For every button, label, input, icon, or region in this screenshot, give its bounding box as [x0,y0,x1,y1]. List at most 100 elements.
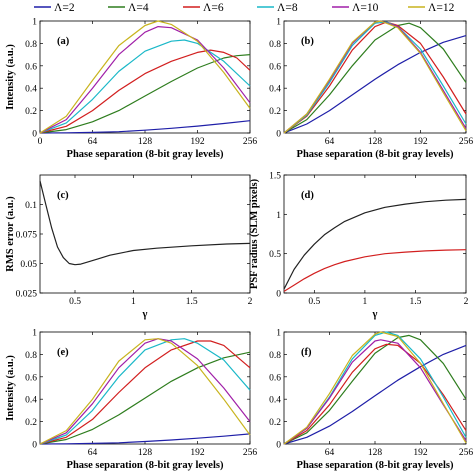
legend-label: Λ=8 [277,2,298,14]
legend-label: Λ=10 [352,2,379,14]
plot-frame [39,20,251,134]
series-line-12 [39,20,251,134]
y-tick-label: 1 [32,329,37,339]
x-tick-label: 64 [88,448,98,458]
y-tick-label: 0.6 [269,373,281,383]
x-tick-label: 64 [325,448,335,458]
x-tick-label: 0.5 [69,297,81,307]
series-line-4 [283,334,467,445]
chart-panel-b: 64 128 192 256 0 0.2 0.4 0.6 0.8 1 (b) Phase separa… [269,18,473,161]
x-tick-label: 2 [464,297,469,307]
panel-label: (d) [301,190,314,201]
series-line-8 [39,338,251,445]
series-line-8 [283,21,467,134]
x-tick-label: 128 [138,137,153,147]
x-tick-label: 1 [131,297,136,307]
legend-entry: Λ=4 [108,2,149,14]
y-tick-label: 0.4 [269,85,281,95]
x-axis-label: Phase separation (8-bit gray levels) [67,149,224,160]
x-tick-label: 192 [413,448,428,458]
x-axis-label: γ [142,309,148,320]
series-line-4 [283,22,467,134]
series-line-6 [39,49,251,134]
y-tick-label: 0.5 [269,250,281,260]
x-tick-label: 1.5 [186,297,198,307]
x-tick-label: 256 [459,448,474,458]
y-tick-label: 0 [276,130,281,140]
y-tick-label: 1 [276,18,281,28]
legend-entry: Λ=10 [332,2,379,14]
y-tick-label: 0.6 [269,62,281,72]
legend-label: Λ=12 [428,2,455,14]
x-tick-label: 128 [138,448,153,458]
y-axis-label: PSF radius (SLM pixels) [249,178,260,289]
y-tick-label: 0.075 [16,231,38,241]
x-tick-label: 0.5 [308,297,320,307]
plot-frame [39,174,251,294]
x-tick-label: 64 [88,137,98,147]
legend-label: Λ=6 [203,2,224,14]
series-line-2 [283,35,467,134]
y-tick-label: 0.1 [25,201,37,211]
y-tick-label: 0.4 [25,396,37,406]
x-tick-label: 256 [243,448,258,458]
y-tick-label: 0.2 [269,418,281,428]
x-tick-label: 256 [243,137,258,147]
series-line-0 [283,198,467,290]
legend: Λ=2 Λ=4 Λ=6 Λ=8 Λ=10 Λ=12 [34,2,455,14]
y-tick-label: 0.2 [25,107,37,117]
series-line-10 [39,338,251,445]
y-tick-label: 0.8 [269,40,281,50]
chart-panel-c: 0.5 1 1.5 2 0.025 0.05 0.075 0.1 (c) γ RMS error (… [5,174,253,320]
panel-label: (c) [57,190,69,201]
legend-entry: Λ=2 [34,2,75,14]
y-tick-label: 0 [32,130,37,140]
x-tick-label: 128 [368,448,383,458]
series-line-6 [39,340,251,445]
panel-label: (f) [301,347,312,358]
panel-label: (b) [301,36,314,47]
legend-entry: Λ=8 [257,2,298,14]
y-axis-label: Intensity (a.u.) [5,355,16,421]
chart-panel-d: 0.5 1 1.5 2 0 0.5 1 1.5 (d) γ PSF radius (SLM pixe… [249,172,469,321]
x-axis-label: Phase separation (8-bit gray levels) [297,149,454,160]
legend-label: Λ=4 [128,2,149,14]
y-tick-label: 0.6 [25,373,37,383]
y-tick-label: 1 [276,329,281,339]
chart-panel-a: 0 64 128 192 256 0 0.2 0.4 0.6 0.8 1 (a) Phase separ… [5,18,257,161]
panel-label: (e) [57,347,69,358]
y-tick-label: 0 [32,441,37,451]
y-tick-label: 0.4 [25,85,37,95]
x-tick-label: 1.5 [410,297,422,307]
x-tick-label: 256 [459,137,474,147]
y-tick-label: 0.2 [25,418,37,428]
y-tick-label: 0 [276,290,281,300]
series-line-1 [283,249,467,292]
y-axis-label: RMS error (a.u.) [5,196,16,272]
series-line-10 [283,339,467,445]
y-tick-label: 0.6 [25,62,37,72]
x-axis-label: Phase separation (8-bit gray levels) [67,460,224,471]
y-tick-label: 0.8 [25,40,37,50]
y-tick-label: 0.8 [25,351,37,361]
series-line-8 [39,39,251,134]
legend-entry: Λ=6 [183,2,224,14]
chart-panel-f: 64 128 192 256 0 0.2 0.4 0.6 0.8 1 (f) Phase separa… [269,329,473,472]
series-line-12 [39,338,251,445]
y-tick-label: 0 [276,441,281,451]
chart-panel-e: 64 128 192 256 0 0.2 0.4 0.6 0.8 1 (e) Phase separa… [5,329,257,472]
y-tick-label: 1.5 [269,172,281,182]
series-line-12 [283,20,467,134]
panel-label: (a) [57,36,70,47]
series-line-6 [283,21,467,134]
series-line-4 [39,351,251,445]
series-line-10 [39,26,251,134]
series-line-0 [39,180,251,266]
x-tick-label: 192 [190,137,205,147]
x-axis-label: γ [372,309,378,320]
y-tick-label: 0.8 [269,351,281,361]
y-tick-label: 1 [276,211,281,221]
x-axis-label: Phase separation (8-bit gray levels) [297,460,454,471]
series-line-2 [283,344,467,445]
series-line-2 [39,433,251,445]
